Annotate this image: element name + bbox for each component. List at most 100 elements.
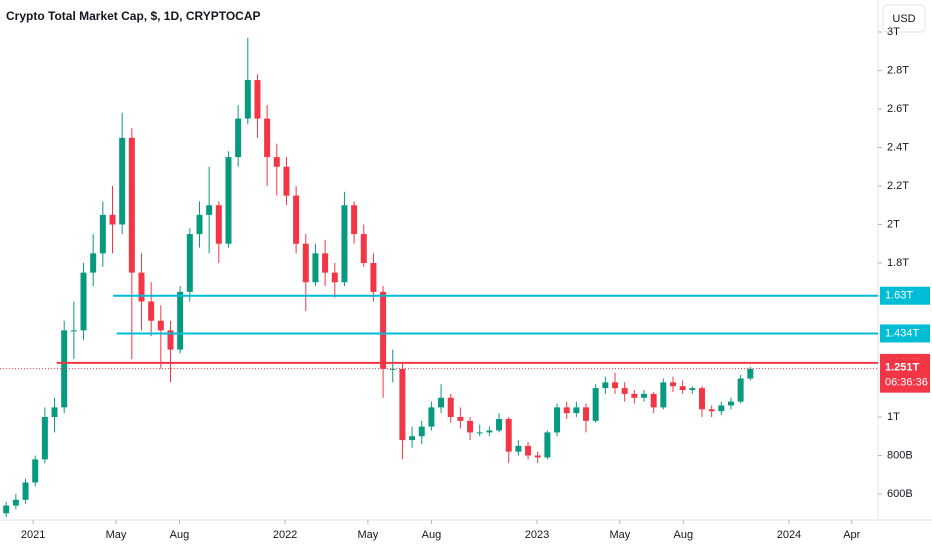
candle-body bbox=[689, 388, 696, 391]
candle-body bbox=[41, 417, 48, 460]
candle-body bbox=[331, 272, 338, 283]
candle-body bbox=[22, 482, 29, 500]
y-tick-label: 3T bbox=[887, 26, 900, 38]
candle-body bbox=[486, 430, 493, 433]
x-tick-label: May bbox=[609, 529, 630, 541]
x-tick-label: 2021 bbox=[21, 529, 45, 541]
candle-body bbox=[554, 407, 561, 433]
candle-body bbox=[215, 205, 222, 244]
candle-body bbox=[727, 401, 734, 406]
candle-body bbox=[399, 368, 406, 441]
candle-body bbox=[351, 205, 358, 235]
y-tick-label: 1.8T bbox=[887, 257, 909, 269]
y-tick-label: 600B bbox=[887, 488, 913, 500]
candle-body bbox=[264, 118, 271, 158]
x-tick-label: 2022 bbox=[273, 529, 297, 541]
candle-body bbox=[293, 195, 300, 244]
candle-body bbox=[737, 378, 744, 402]
candle-body bbox=[621, 388, 628, 394]
candle-body bbox=[525, 445, 532, 456]
candle-body bbox=[196, 214, 203, 235]
candle-body bbox=[583, 407, 590, 421]
candle-body bbox=[515, 445, 522, 452]
candle-body bbox=[186, 234, 193, 292]
candle-body bbox=[476, 432, 483, 434]
candle-body bbox=[283, 166, 290, 196]
candle-body bbox=[428, 407, 435, 427]
candle-body bbox=[650, 393, 657, 408]
y-tick-label: 2.2T bbox=[887, 180, 909, 192]
candle-body bbox=[370, 262, 377, 292]
candle-body bbox=[128, 137, 135, 273]
candle-body bbox=[273, 157, 280, 167]
last-price-tag bbox=[880, 358, 930, 393]
candle-body bbox=[322, 253, 329, 273]
candle-body bbox=[302, 243, 309, 283]
candle-body bbox=[51, 407, 58, 418]
x-tick-label: Aug bbox=[422, 529, 442, 541]
y-tick-label: 800B bbox=[887, 449, 913, 461]
candle-body bbox=[90, 253, 97, 273]
candle-body bbox=[109, 214, 116, 225]
candle-body bbox=[244, 80, 251, 119]
candle-body bbox=[418, 426, 425, 437]
candle-body bbox=[438, 397, 445, 408]
currency-label[interactable]: USD bbox=[892, 13, 915, 25]
candle-body bbox=[312, 253, 319, 283]
candle-body bbox=[70, 330, 77, 332]
candle-body bbox=[457, 417, 464, 421]
y-tick-label: 2.8T bbox=[887, 64, 909, 76]
candle-body bbox=[631, 393, 638, 398]
candle-body bbox=[80, 272, 87, 331]
candle-body bbox=[167, 330, 174, 350]
candle-body bbox=[3, 505, 10, 514]
candle-body bbox=[341, 205, 348, 283]
price-tag-label: 1.434T bbox=[885, 327, 920, 339]
countdown-label: 06:36:36 bbox=[885, 377, 928, 389]
title-bg bbox=[2, 6, 230, 28]
candle-body bbox=[641, 393, 648, 398]
price-tag bbox=[880, 286, 930, 305]
x-tick-label: Aug bbox=[674, 529, 694, 541]
y-tick-label: 2.6T bbox=[887, 103, 909, 115]
candle-body bbox=[32, 459, 39, 483]
candle-body bbox=[679, 386, 686, 391]
currency-button[interactable] bbox=[882, 4, 926, 33]
candle-body bbox=[573, 407, 580, 414]
y-tick-label: 2T bbox=[887, 218, 900, 230]
candle-body bbox=[138, 272, 145, 302]
candle-body bbox=[505, 418, 512, 452]
candle-body bbox=[206, 205, 213, 215]
candle-body bbox=[563, 407, 570, 414]
candle-body bbox=[660, 382, 667, 408]
candle-body bbox=[669, 382, 676, 387]
candle-body bbox=[225, 157, 232, 244]
candle-body bbox=[698, 388, 705, 410]
plot bbox=[0, 37, 878, 518]
x-tick-label: 2023 bbox=[525, 529, 549, 541]
candle-body bbox=[380, 291, 387, 369]
chart-title: Crypto Total Market Cap, $, 1D, CRYPTOCA… bbox=[6, 9, 261, 23]
y-tick-label: 2.4T bbox=[887, 141, 909, 153]
candle-body bbox=[708, 409, 715, 412]
candle-body bbox=[61, 330, 68, 408]
candle-body bbox=[467, 420, 474, 433]
candle-body bbox=[235, 118, 242, 158]
candle-body bbox=[718, 405, 725, 412]
price-tag bbox=[880, 324, 930, 343]
candle-body bbox=[602, 382, 609, 389]
candle-body bbox=[119, 137, 126, 225]
candle-body bbox=[12, 499, 19, 506]
y-tick-label: 1T bbox=[887, 411, 900, 423]
candle-body bbox=[389, 368, 396, 370]
candle-body bbox=[409, 436, 416, 441]
x-tick-label: Apr bbox=[843, 529, 860, 541]
candle-body bbox=[99, 214, 106, 254]
last-price-label: 1.251T bbox=[885, 362, 920, 374]
candle-body bbox=[544, 432, 551, 458]
candle-body bbox=[534, 455, 541, 458]
x-tick-label: Aug bbox=[170, 529, 190, 541]
candle-body bbox=[157, 320, 164, 331]
candle-body bbox=[612, 382, 619, 389]
